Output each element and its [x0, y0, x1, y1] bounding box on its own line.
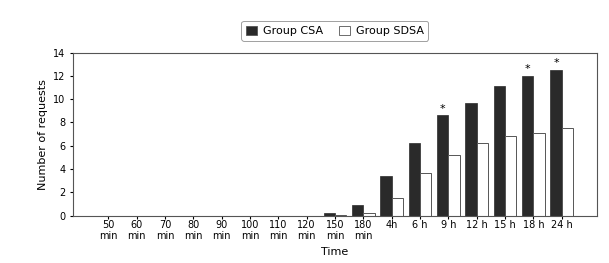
Bar	[448, 155, 460, 216]
Bar	[561, 128, 573, 216]
Bar	[364, 213, 375, 216]
Bar	[465, 103, 477, 216]
Bar	[323, 213, 335, 216]
Bar	[533, 133, 544, 216]
Bar	[505, 136, 516, 216]
Bar	[522, 76, 533, 216]
Bar	[409, 143, 420, 216]
Bar	[494, 86, 505, 216]
Y-axis label: Number of requests: Number of requests	[38, 79, 48, 190]
Bar	[437, 115, 448, 216]
Text: *: *	[440, 104, 445, 114]
Bar	[392, 198, 403, 216]
Bar	[477, 143, 488, 216]
Bar	[352, 205, 364, 216]
Bar	[335, 215, 347, 216]
Text: *: *	[525, 64, 530, 74]
X-axis label: Time: Time	[322, 247, 348, 257]
Bar	[551, 70, 561, 216]
Text: *: *	[553, 58, 559, 68]
Bar	[420, 173, 431, 216]
Legend: Group CSA, Group SDSA: Group CSA, Group SDSA	[241, 21, 429, 41]
Bar	[380, 176, 392, 216]
